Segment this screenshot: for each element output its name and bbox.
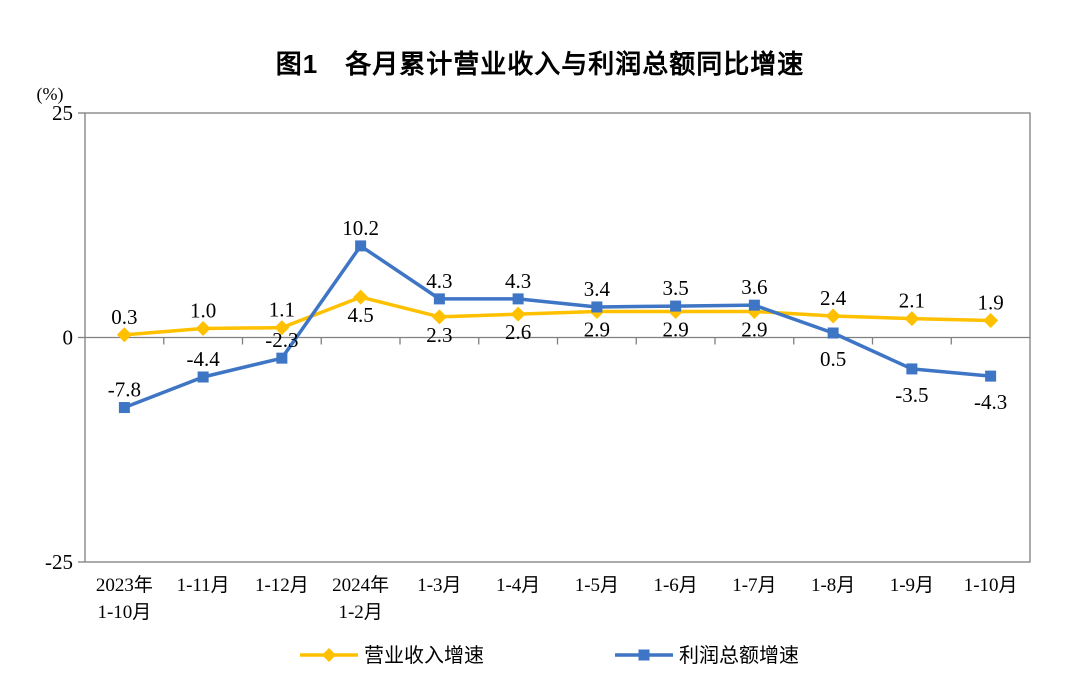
x-tick-label: 1-5月 xyxy=(575,575,619,596)
revenue-marker xyxy=(353,289,369,305)
x-tick-label: 1-12月 xyxy=(255,575,309,596)
revenue-data-label: 0.3 xyxy=(111,305,137,329)
y-tick-label: 25 xyxy=(52,101,73,125)
profit-marker xyxy=(827,327,839,339)
profit-data-label: 4.3 xyxy=(426,269,452,293)
revenue-data-label: 2.9 xyxy=(663,317,689,341)
revenue-legend-marker xyxy=(322,648,336,662)
x-tick-label: 2023年 1-10月 xyxy=(96,574,153,623)
profit-series-line xyxy=(122,244,993,410)
profit-legend-label: 利润总额增速 xyxy=(679,644,799,667)
revenue-marker xyxy=(274,320,290,336)
x-tick-label: 1-9月 xyxy=(890,575,934,596)
revenue-marker xyxy=(825,308,841,324)
profit-data-label: 10.2 xyxy=(342,216,379,240)
legend-item-revenue: 营业收入增速 xyxy=(300,644,484,667)
x-tick-label: 2024年 1-2月 xyxy=(332,574,389,623)
y-axis-unit-label: (%) xyxy=(36,84,64,104)
revenue-data-label: 2.6 xyxy=(505,320,531,344)
revenue-marker xyxy=(195,321,211,337)
revenue-series-line xyxy=(122,295,993,337)
profit-marker xyxy=(591,301,603,313)
revenue-data-label: 1.0 xyxy=(190,299,216,323)
revenue-data-label: 1.1 xyxy=(269,298,295,322)
revenue-legend-label: 营业收入增速 xyxy=(364,644,484,667)
profit-data-label: -2.3 xyxy=(265,328,298,352)
profit-data-label: 3.5 xyxy=(663,276,689,300)
revenue-marker xyxy=(510,306,526,322)
profit-data-label: -7.8 xyxy=(108,378,141,402)
profit-data-label: 3.4 xyxy=(584,277,611,301)
profit-data-label: -3.5 xyxy=(895,383,928,407)
revenue-data-label: 2.4 xyxy=(820,286,847,310)
y-tick-label: 0 xyxy=(63,326,74,350)
revenue-marker xyxy=(431,309,447,325)
profit-data-label: 0.5 xyxy=(820,347,846,371)
x-tick-label: 1-4月 xyxy=(496,575,540,596)
revenue-data-label: 2.9 xyxy=(741,317,767,341)
profit-marker xyxy=(433,293,445,305)
revenue-data-label: 4.5 xyxy=(348,303,374,327)
profit-data-label: -4.4 xyxy=(187,347,221,371)
profit-marker xyxy=(670,300,682,312)
x-tick-label: 1-3月 xyxy=(417,575,461,596)
chart-title: 图1 各月累计营业收入与利润总额同比增速 xyxy=(275,49,805,79)
revenue-data-label: 2.3 xyxy=(426,323,452,347)
profit-marker xyxy=(748,299,760,311)
profit-data-label: 4.3 xyxy=(505,269,531,293)
revenue-data-label: 1.9 xyxy=(978,290,1004,314)
x-tick-label: 1-6月 xyxy=(653,575,697,596)
x-tick-label: 1-8月 xyxy=(811,575,855,596)
x-tick-label: 1-7月 xyxy=(732,575,776,596)
profit-marker xyxy=(197,371,209,383)
profit-data-label: -4.3 xyxy=(974,390,1007,414)
legend-item-profit: 利润总额增速 xyxy=(615,644,799,667)
profit-marker xyxy=(906,363,918,375)
profit-marker xyxy=(512,293,524,305)
revenue-marker xyxy=(904,311,920,327)
revenue-marker xyxy=(983,312,999,328)
profit-marker xyxy=(118,402,130,414)
profit-marker xyxy=(985,370,997,382)
profit-data-label: 3.6 xyxy=(741,275,767,299)
revenue-data-label: 2.9 xyxy=(584,317,610,341)
x-tick-label: 1-10月 xyxy=(964,575,1018,596)
profit-marker xyxy=(276,352,288,364)
profit-marker xyxy=(355,240,367,252)
revenue-marker xyxy=(116,327,132,343)
revenue-data-label: 2.1 xyxy=(899,289,925,313)
profit-legend-marker xyxy=(638,649,650,661)
x-tick-label: 1-11月 xyxy=(177,575,230,596)
y-tick-label: -25 xyxy=(45,550,73,574)
